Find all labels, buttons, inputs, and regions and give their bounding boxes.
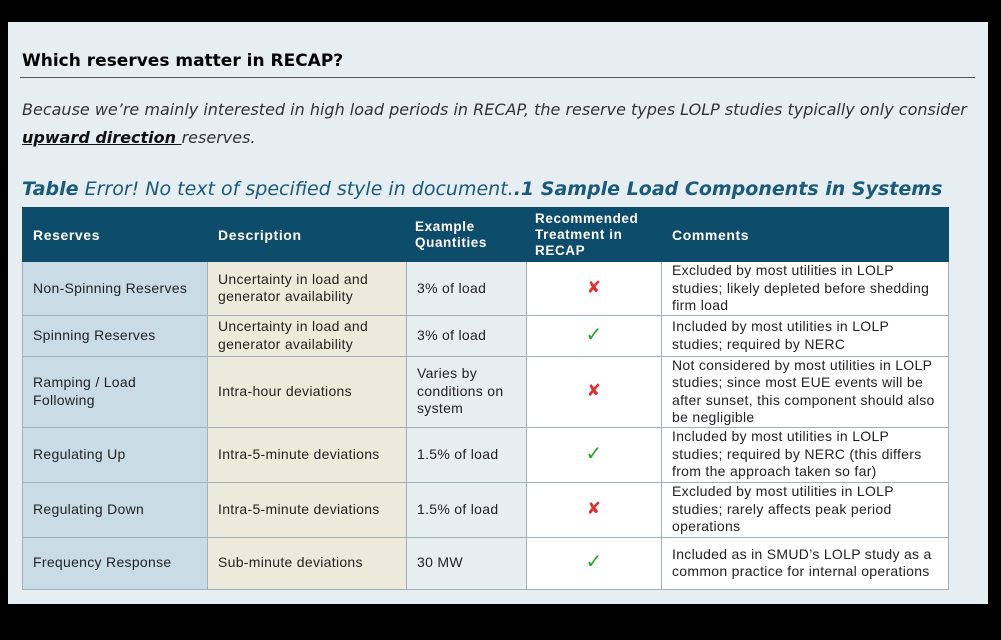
table-row: Regulating Up Intra-5-minute deviations … [22,426,949,483]
red-x-icon: ✘ [586,498,602,519]
reserve-name: Regulating Up [22,426,208,483]
reserve-description: Uncertainty in load and generator availa… [207,314,407,357]
reserve-description: Sub-minute deviations [207,536,407,590]
reserves-table: Reserves Description Example Quantities … [22,207,949,590]
table-caption: Table Error! No text of specified style … [22,176,980,202]
reserve-name: Spinning Reserves [22,314,208,357]
treatment-cell: ✓ [526,314,662,357]
caption-number: .1 Sample Load Components in Systems [513,178,943,200]
treatment-cell: ✓ [526,536,662,590]
table-row: Non-Spinning Reserves Uncertainty in loa… [22,261,949,316]
reserve-comment: Excluded by most utilities in LOLP studi… [661,261,949,316]
reserve-quantity: 3% of load [406,261,527,316]
header-recommended-treatment: Recommended Treatment in RECAP [526,207,662,262]
header-reserves: Reserves [22,207,208,262]
red-x-icon: ✘ [586,380,602,401]
heading-divider [20,77,975,78]
table-row: Spinning Reserves Uncertainty in load an… [22,314,949,357]
green-check-icon: ✓ [585,440,603,465]
reserve-comment: Included by most utilities in LOLP studi… [661,314,949,357]
reserve-quantity: 1.5% of load [406,426,527,483]
intro-text-after: reserves. [181,128,256,147]
green-check-icon: ✓ [585,549,603,574]
red-x-icon: ✘ [586,277,602,298]
reserve-description: Uncertainty in load and generator availa… [207,261,407,316]
reserve-comment: Not considered by most utilities in LOLP… [661,355,949,428]
reserve-name: Frequency Response [22,536,208,590]
reserve-comment: Included by most utilities in LOLP studi… [661,426,949,483]
intro-emphasis: upward direction [22,128,182,147]
reserve-comment: Included as in SMUD’s LOLP study as a co… [661,536,949,590]
reserve-description: Intra-hour deviations [207,355,407,428]
intro-text-before: Because we’re mainly interested in high … [22,100,967,119]
slide: Which reserves matter in RECAP? Because … [8,22,988,604]
table-row: Regulating Down Intra-5-minute deviation… [22,481,949,538]
treatment-cell: ✓ [526,426,662,483]
treatment-cell: ✘ [526,481,662,538]
table-header-row: Reserves Description Example Quantities … [22,207,949,262]
reserve-quantity: 30 MW [406,536,527,590]
reserve-quantity: Varies by conditions on system [406,355,527,428]
slide-heading: Which reserves matter in RECAP? [22,51,344,71]
header-description: Description [207,207,407,262]
header-comments: Comments [661,207,949,262]
treatment-cell: ✘ [526,261,662,316]
reserve-quantity: 3% of load [406,314,527,357]
header-example-quantities: Example Quantities [406,207,527,262]
treatment-cell: ✘ [526,355,662,428]
caption-label: Table [22,178,79,200]
reserve-description: Intra-5-minute deviations [207,426,407,483]
reserve-quantity: 1.5% of load [406,481,527,538]
table-row: Frequency Response Sub-minute deviations… [22,536,949,590]
reserve-name: Non-Spinning Reserves [22,261,208,316]
reserve-name: Regulating Down [22,481,208,538]
intro-paragraph: Because we’re mainly interested in high … [22,96,980,152]
reserve-description: Intra-5-minute deviations [207,481,407,538]
green-check-icon: ✓ [585,321,603,346]
table-row: Ramping / Load Following Intra-hour devi… [22,355,949,428]
reserve-name: Ramping / Load Following [22,355,208,428]
caption-error-text: Error! No text of specified style in doc… [78,178,514,200]
reserve-comment: Excluded by most utilities in LOLP studi… [661,481,949,538]
